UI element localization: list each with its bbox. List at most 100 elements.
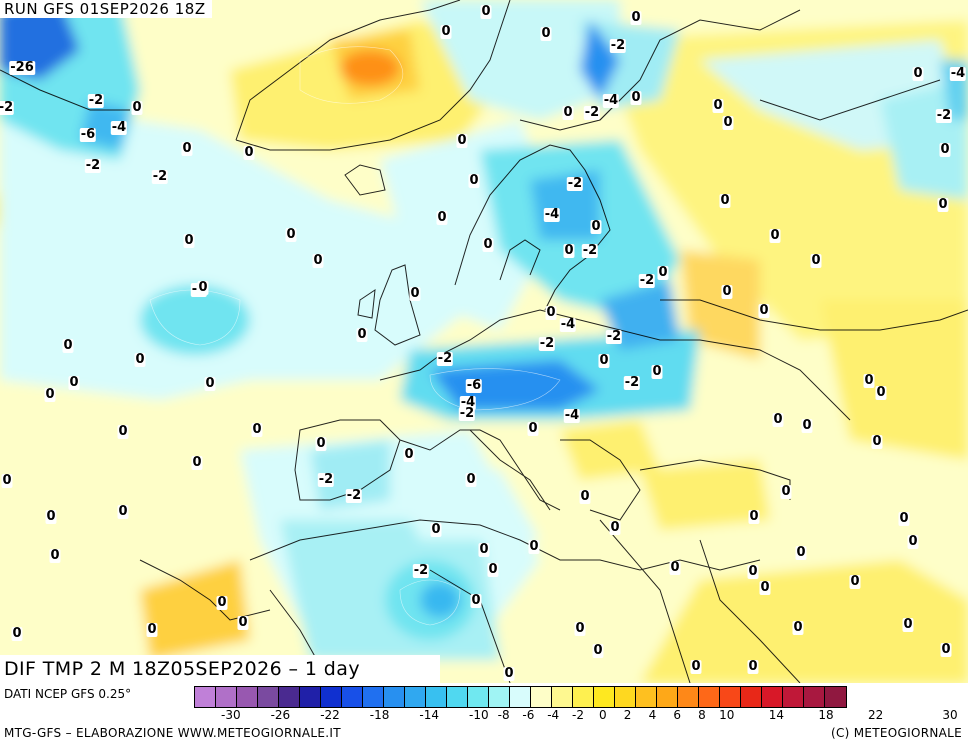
isoline-label: -2 <box>609 38 627 53</box>
isoline-label: 0 <box>574 621 586 636</box>
isoline-label: 0 <box>937 197 949 212</box>
isoline-label: -2 <box>458 406 476 421</box>
isoline-label: 0 <box>690 659 702 674</box>
isoline-label: -2 <box>935 108 953 123</box>
isoline-label: 0 <box>712 98 724 113</box>
color-swatch <box>531 687 552 707</box>
isoline-label: 0 <box>912 66 924 81</box>
isoline-label: 0 <box>285 227 297 242</box>
isoline-label: 0 <box>117 424 129 439</box>
isoline-label: 0 <box>801 418 813 433</box>
scale-tick-label: -4 <box>547 708 560 722</box>
map-title: DIF TMP 2 M 18Z05SEP2026 – 1 day <box>0 655 440 683</box>
isoline-label: 0 <box>592 643 604 658</box>
isoline-label: 0 <box>748 509 760 524</box>
isoline-label: 0 <box>183 233 195 248</box>
isoline-label: 0 <box>528 539 540 554</box>
isoline-label: -4 <box>543 207 561 222</box>
isoline-label: 0 <box>146 622 158 637</box>
color-swatch <box>804 687 825 707</box>
data-source: DATI NCEP GFS 0.25° <box>4 687 132 701</box>
isoline-label: 0 <box>482 237 494 252</box>
isoline-label: -2 <box>583 105 601 120</box>
color-swatch <box>762 687 783 707</box>
isoline-label: 0 <box>563 243 575 258</box>
scale-tick-label: -10 <box>468 708 489 722</box>
scale-tick-label: 18 <box>818 708 834 722</box>
isoline-label: 0 <box>747 659 759 674</box>
isoline-label: -2 <box>623 375 641 390</box>
scale-tick-label: -2 <box>572 708 584 722</box>
isoline-label: -6 <box>79 127 97 142</box>
isoline-label: -4 <box>949 66 967 81</box>
color-swatch <box>783 687 804 707</box>
isoline-label: 0 <box>940 642 952 657</box>
color-swatch <box>426 687 447 707</box>
isoline-label: 0 <box>562 105 574 120</box>
isoline-label: 0 <box>759 580 771 595</box>
color-swatch <box>510 687 531 707</box>
color-swatch <box>657 687 678 707</box>
color-scale-bar <box>194 686 847 708</box>
isoline-label: 0 <box>651 364 663 379</box>
isoline-label: 0 <box>312 253 324 268</box>
scale-tick-label: 2 <box>623 708 632 722</box>
credit-right: (C) METEOGIORNALE <box>830 726 962 740</box>
isoline-label: 0 <box>49 548 61 563</box>
isoline-label: 0 <box>191 455 203 470</box>
color-swatch <box>258 687 279 707</box>
isoline-label: 0 <box>590 219 602 234</box>
isoline-label: -2 <box>605 329 623 344</box>
color-swatch <box>384 687 405 707</box>
color-swatch <box>195 687 216 707</box>
isoline-label: -2 <box>538 336 556 351</box>
isoline-label: -4 <box>459 395 477 410</box>
color-swatch <box>468 687 489 707</box>
isoline-label: 0 <box>468 173 480 188</box>
isoline-label: 0 <box>721 284 733 299</box>
isoline-label: 0 <box>11 626 23 641</box>
isoline-label: 0 <box>747 564 759 579</box>
isoline-label: 0 <box>849 574 861 589</box>
isoline-label: 0 <box>598 353 610 368</box>
isoline-label: 0 <box>216 595 228 610</box>
isoline-label: 0 <box>719 193 731 208</box>
color-swatch <box>552 687 573 707</box>
color-swatch <box>216 687 237 707</box>
isoline-label: 0 <box>795 545 807 560</box>
isoline-label: -4 <box>559 317 577 332</box>
color-swatch <box>573 687 594 707</box>
isoline-label: 0 <box>409 286 421 301</box>
isoline-label: 0 <box>430 522 442 537</box>
scale-tick-label: 22 <box>867 708 884 722</box>
isoline-label: 0 <box>117 504 129 519</box>
isoline-label: 0 <box>456 133 468 148</box>
color-swatch <box>699 687 720 707</box>
isoline-label: 0 <box>630 10 642 25</box>
color-swatch <box>447 687 468 707</box>
isoline-label: 0 <box>722 115 734 130</box>
color-swatch <box>489 687 510 707</box>
color-swatch <box>363 687 384 707</box>
isoline-label: 0 <box>902 617 914 632</box>
isoline-label: 0 <box>875 385 887 400</box>
isoline-label: -4 <box>563 408 581 423</box>
temperature-difference-map: 0 0 0 0 -2 -4 0 -26 -2 0 -2 -4 -6 0 -2 -4 0 0 0 -2 0 0 0 0 -2 -2 0… <box>0 0 968 683</box>
isoline-label: 0 <box>871 434 883 449</box>
isoline-label: -2 <box>87 93 105 108</box>
scale-tick-label: -14 <box>419 708 439 722</box>
color-swatch <box>342 687 363 707</box>
isoline-label: 0 <box>487 562 499 577</box>
isoline-label: -6 <box>465 378 483 393</box>
isoline-label: 0 <box>243 145 255 160</box>
isoline-label: -2 <box>0 101 15 115</box>
isoline-label: -2 <box>566 176 584 191</box>
isoline-label: 0 <box>204 376 216 391</box>
isoline-label: 0 <box>503 666 515 681</box>
color-swatch <box>825 687 846 707</box>
isoline-label: 0 <box>898 511 910 526</box>
isoline-label: 0 <box>657 265 669 280</box>
isoline-label: -2 <box>151 169 169 184</box>
legend-panel: DATI NCEP GFS 0.25° -30 -26 -22 -18 -14 -10 -8… <box>0 683 968 745</box>
isoline-label: -2 <box>84 158 102 173</box>
